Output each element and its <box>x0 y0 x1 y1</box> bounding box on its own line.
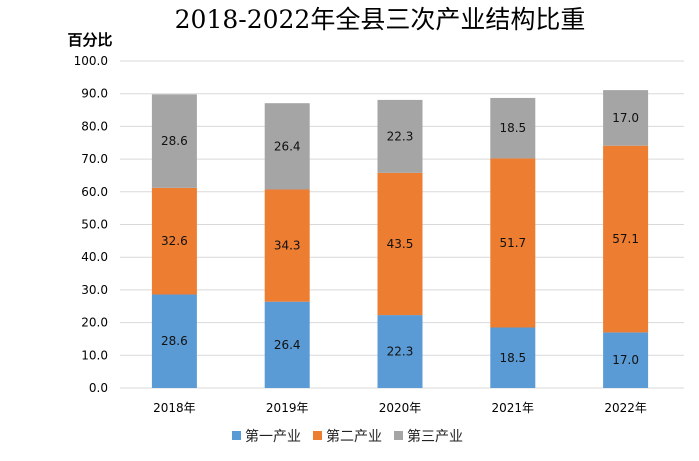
y-tick-label: 30.0 <box>81 283 108 297</box>
data-label: 32.6 <box>161 234 188 248</box>
legend-swatch <box>394 431 403 440</box>
bar-segment <box>603 90 649 146</box>
bar-segment <box>264 189 310 302</box>
x-tick-label: 2021年 <box>492 401 535 415</box>
x-axis-ticks: 2018年 2019年 2020年 2021年 2022年 <box>153 401 647 415</box>
data-label: 26.4 <box>274 139 301 153</box>
bar-segment <box>377 172 423 316</box>
y-axis-ticks: 0.0 10.0 20.0 30.0 40.0 50.0 60.0 70.0 80.0 90.0 1… <box>74 54 108 395</box>
y-tick-label: 80.0 <box>81 119 108 133</box>
bar-segment <box>151 94 197 188</box>
data-label: 51.7 <box>499 236 526 250</box>
data-label: 22.3 <box>387 345 414 359</box>
legend: 第一产业 第二产业 第三产业 <box>232 428 463 445</box>
legend-label: 第三产业 <box>407 428 463 445</box>
data-labels: 28.6 32.6 28.6 26.4 34.3 26.4 22.3 43.5 22.3 18.5… <box>161 111 639 367</box>
y-tick-label: 60.0 <box>81 185 108 199</box>
y-tick-label: 0.0 <box>89 381 108 395</box>
y-tick-label: 70.0 <box>81 152 108 166</box>
y-tick-label: 40.0 <box>81 250 108 264</box>
y-tick-label: 50.0 <box>81 218 108 232</box>
bar-segment <box>264 301 310 388</box>
data-label: 22.3 <box>387 129 414 143</box>
bar-segment <box>490 97 536 159</box>
legend-label: 第一产业 <box>245 428 301 445</box>
data-label: 18.5 <box>499 121 526 135</box>
x-tick-label: 2019年 <box>266 401 309 415</box>
bar-segment <box>151 294 197 388</box>
bars <box>151 90 649 388</box>
y-tick-label: 90.0 <box>81 87 108 101</box>
data-label: 57.1 <box>612 232 639 246</box>
bar-segment <box>151 187 197 295</box>
data-label: 26.4 <box>274 338 301 352</box>
y-axis-label: 百分比 <box>67 31 112 49</box>
bar-segment <box>603 145 649 333</box>
data-label: 17.0 <box>612 353 639 367</box>
bar-segment <box>490 327 536 388</box>
x-tick-label: 2020年 <box>379 401 422 415</box>
bar-segment <box>377 99 423 173</box>
data-label: 28.6 <box>161 334 188 348</box>
bar-segment <box>377 315 423 388</box>
y-tick-label: 100.0 <box>74 54 108 68</box>
bar-segment <box>603 332 649 388</box>
legend-swatch <box>313 431 322 440</box>
data-label: 28.6 <box>161 134 188 148</box>
legend-swatch <box>232 431 241 440</box>
legend-label: 第二产业 <box>326 428 382 445</box>
x-tick-label: 2022年 <box>604 401 647 415</box>
data-label: 43.5 <box>387 237 414 251</box>
bar-segment <box>490 158 536 328</box>
data-label: 17.0 <box>612 111 639 125</box>
data-label: 18.5 <box>499 351 526 365</box>
y-tick-label: 10.0 <box>81 348 108 362</box>
chart-title: 2018-2022年全县三次产业结构比重 <box>175 5 586 34</box>
x-tick-label: 2018年 <box>153 401 196 415</box>
y-tick-label: 20.0 <box>81 316 108 330</box>
data-label: 34.3 <box>274 239 301 253</box>
bar-segment <box>264 103 310 190</box>
